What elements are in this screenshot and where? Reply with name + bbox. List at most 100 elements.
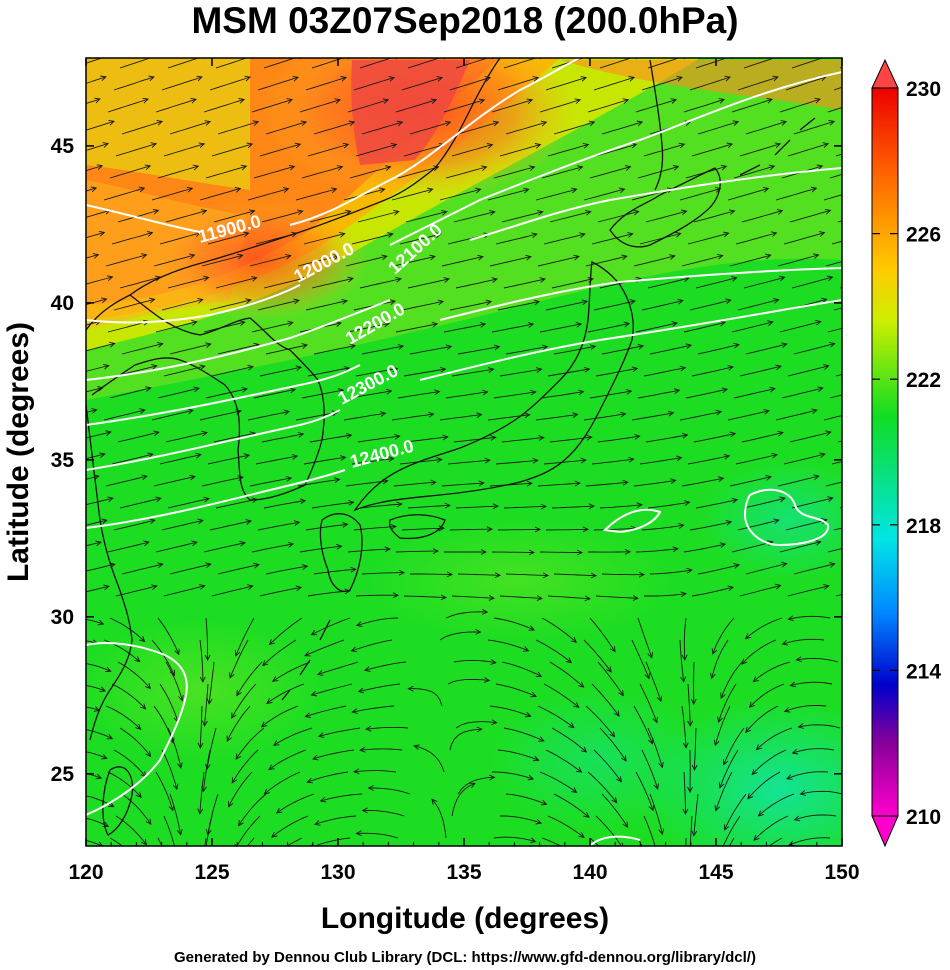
- streamline: [259, 366, 302, 377]
- streamline: [745, 617, 783, 639]
- streamline: [257, 76, 299, 91]
- streamline: [693, 793, 699, 836]
- geopotential-contours: [86, 58, 842, 846]
- streamline-arrow: [731, 276, 738, 282]
- streamline: [497, 749, 539, 761]
- streamline-arrow: [863, 541, 868, 546]
- streamline-arrow: [203, 496, 210, 503]
- streamline-arrow: [234, 650, 241, 657]
- streamline: [641, 749, 659, 790]
- streamline: [553, 793, 590, 818]
- streamline: [741, 210, 783, 223]
- streamline: [823, 194, 842, 201]
- streamline-arrow: [534, 526, 542, 533]
- streamline: [86, 706, 100, 711]
- streamline-arrow: [149, 518, 156, 525]
- streamline: [647, 277, 689, 289]
- streamline: [455, 278, 498, 289]
- streamline-arrow: [390, 523, 397, 530]
- streamline-arrow: [153, 430, 160, 437]
- streamline: [487, 639, 529, 652]
- streamline-arrow: [656, 695, 663, 703]
- y-tick-label: 25: [51, 763, 75, 786]
- streamline-arrow: [815, 319, 822, 326]
- streamline: [601, 573, 645, 576]
- streamline: [743, 276, 785, 289]
- streamline: [787, 143, 829, 157]
- streamline-arrow: [135, 723, 142, 731]
- streamline-arrow: [677, 298, 684, 305]
- streamline-arrow: [767, 320, 774, 326]
- streamline-arrow: [157, 342, 164, 348]
- streamline: [633, 705, 653, 744]
- streamline-arrow: [149, 297, 156, 304]
- streamline: [647, 501, 690, 509]
- streamline-arrow: [297, 209, 304, 216]
- streamline: [639, 233, 681, 245]
- streamline-arrow: [105, 666, 112, 673]
- streamline-arrow: [731, 497, 739, 504]
- streamline-arrow: [204, 654, 211, 662]
- streamline: [683, 617, 687, 660]
- streamline: [207, 232, 249, 245]
- streamline-arrow: [396, 501, 403, 508]
- streamline: [777, 475, 819, 487]
- streamline-arrow: [102, 142, 110, 148]
- streamline: [747, 771, 781, 799]
- streamline: [593, 527, 637, 531]
- streamline: [115, 585, 157, 597]
- streamline-arrow: [267, 856, 272, 861]
- streamline: [827, 327, 842, 333]
- streamline: [311, 617, 351, 636]
- streamline: [833, 527, 842, 531]
- streamline: [739, 584, 781, 597]
- streamline: [359, 278, 402, 289]
- streamline-arrow: [491, 719, 498, 726]
- streamline: [347, 548, 390, 553]
- streamline: [86, 751, 107, 759]
- streamline: [354, 770, 397, 773]
- streamline-arrow: [771, 452, 778, 459]
- streamline-arrow: [293, 520, 301, 526]
- streamline-arrow: [573, 702, 580, 709]
- streamline-arrow: [407, 685, 414, 692]
- streamline-arrow: [781, 342, 788, 348]
- streamline-arrow: [287, 541, 295, 548]
- streamline-arrow: [434, 389, 441, 396]
- streamline-arrow: [725, 298, 732, 305]
- streamline-arrow: [675, 231, 682, 238]
- streamline: [720, 661, 743, 699]
- streamline-arrow: [765, 474, 772, 481]
- streamline-arrow: [748, 701, 755, 708]
- streamline: [215, 277, 257, 289]
- streamline-arrow: [727, 365, 734, 371]
- streamline: [86, 541, 102, 547]
- streamline: [157, 387, 199, 399]
- streamline-arrow: [623, 321, 631, 328]
- streamline-arrow: [477, 254, 484, 261]
- streamline-arrow: [475, 187, 482, 194]
- streamline-arrow: [246, 142, 254, 149]
- streamline: [105, 254, 147, 267]
- streamline-arrow: [243, 453, 251, 459]
- streamline-arrow: [524, 412, 531, 419]
- streamline: [728, 837, 735, 846]
- streamline: [595, 815, 623, 846]
- streamline: [451, 782, 476, 817]
- streamline-arrow: [584, 595, 591, 602]
- streamline: [257, 299, 300, 311]
- streamline: [549, 211, 591, 223]
- streamline-arrow: [605, 666, 612, 673]
- streamline: [553, 121, 595, 135]
- streamline: [86, 342, 115, 352]
- streamline-arrow: [151, 364, 158, 370]
- streamline: [317, 661, 359, 675]
- streamline: [113, 76, 155, 91]
- streamline-arrow: [363, 666, 371, 672]
- streamline-arrow: [203, 852, 208, 857]
- streamline: [199, 639, 204, 682]
- streamline-arrow: [621, 254, 628, 261]
- streamline-arrow: [189, 474, 196, 481]
- streamline-arrow: [775, 583, 782, 590]
- streamline-arrow: [105, 430, 112, 436]
